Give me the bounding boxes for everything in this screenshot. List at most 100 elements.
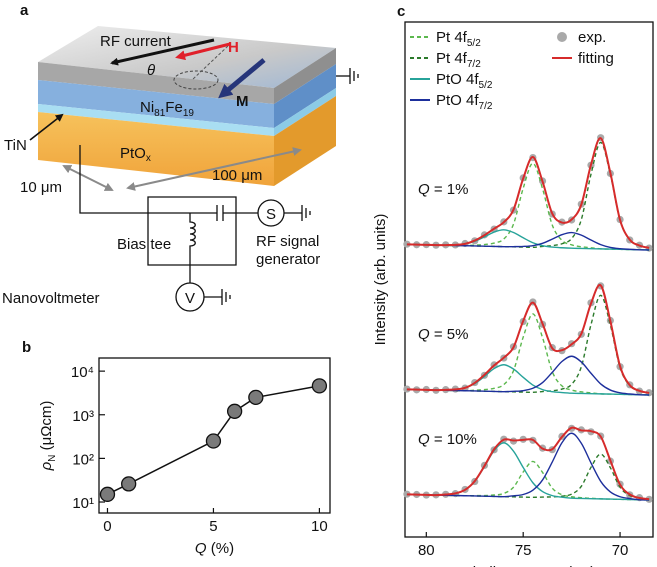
x-tick-label: 10: [311, 518, 328, 535]
subscript: 81: [154, 108, 166, 119]
y-tick-label: 10¹: [72, 495, 94, 512]
legend-label: fitting: [578, 50, 614, 67]
plot-frame: [98, 357, 331, 514]
legend-label: Pt 4f7/2: [436, 50, 481, 70]
field-label: H: [228, 39, 239, 56]
nife-side: [274, 64, 336, 128]
panel-label: a: [20, 2, 29, 19]
capacitor: [216, 205, 224, 221]
legend-label: Pt 4f5/2: [436, 29, 481, 49]
text: Q: [418, 431, 430, 448]
legend-swatch: [557, 32, 567, 42]
panel-label: c: [397, 3, 405, 20]
text: Q: [418, 326, 430, 343]
inductor: [147, 213, 237, 266]
ground: [349, 68, 359, 84]
bias-tee-loop: [147, 196, 237, 213]
text: 5/2: [467, 38, 481, 49]
precession-cone: [173, 70, 219, 90]
data-point: [311, 378, 328, 394]
data-point: [248, 389, 264, 406]
component-line: [406, 442, 650, 501]
text: 5/2: [479, 80, 493, 91]
text: 7/2: [467, 59, 481, 70]
magnetization-arrow: [218, 58, 266, 99]
text: Pt 4f: [436, 50, 468, 67]
exp-point: [403, 490, 411, 498]
magnetization-label: M: [236, 93, 249, 110]
field-arrow: [175, 42, 231, 61]
voltmeter-label: Nanovoltmeter: [2, 290, 100, 307]
legend-label: PtO 4f5/2: [436, 71, 493, 91]
panel-label: b: [22, 339, 31, 356]
x-tick-label: 0: [103, 518, 111, 535]
text: = 10%: [430, 431, 477, 448]
current-arrow: [110, 38, 215, 66]
legend-label: PtO 4f7/2: [436, 92, 493, 112]
length-arrow: [126, 147, 302, 191]
width-arrow: [62, 165, 114, 191]
guide-line: [191, 45, 229, 81]
source-label: RF signal: [256, 233, 319, 250]
text: ρ: [38, 461, 55, 471]
y-axis-label: Intensity (arb. units): [372, 214, 389, 346]
data-point: [121, 476, 137, 492]
data-point: [226, 403, 243, 419]
text: PtO 4f: [436, 92, 479, 109]
nife-layer: [38, 80, 274, 128]
cap-layer: [38, 62, 274, 104]
exp-point: [403, 240, 411, 248]
x-axis-label: Q (%): [195, 540, 234, 557]
y-tick-label: 10⁴: [71, 364, 94, 381]
plot-frame: [404, 21, 654, 538]
text: 7/2: [479, 101, 493, 112]
data-point: [205, 433, 222, 449]
ground: [204, 289, 231, 305]
exp-point: [403, 385, 411, 393]
text: N: [47, 455, 58, 462]
bias-tee-label: Bias tee: [117, 236, 171, 253]
fit-line: [406, 283, 650, 394]
current-label: RF current: [100, 33, 172, 50]
legend-label: exp.: [578, 29, 606, 46]
text: Ni: [140, 99, 154, 116]
device-diagram: a RF current θ H M Ni81Fe19 TiN PtOx 10 …: [2, 2, 359, 312]
data-point: [99, 486, 116, 502]
tin-side: [274, 88, 336, 136]
x-axis-label: Binding energy (eV): [463, 564, 596, 567]
text: PtO: [120, 145, 146, 162]
text: Q: [418, 181, 430, 198]
x-tick-label: 70: [612, 542, 629, 559]
component-line: [406, 453, 650, 500]
spectrum-label: Q = 5%: [418, 326, 468, 343]
text: = 5%: [430, 326, 469, 343]
width-label: 10 μm: [20, 179, 62, 196]
fit-line: [406, 137, 650, 249]
component-line: [406, 141, 650, 249]
text: Fe: [165, 99, 183, 116]
x-tick-label: 80: [418, 542, 435, 559]
x-tick-label: 75: [515, 542, 532, 559]
text: Q: [195, 540, 207, 557]
text: = 1%: [430, 181, 469, 198]
subscript: x: [146, 153, 151, 164]
subscript: 19: [183, 108, 195, 119]
cap-side: [274, 48, 336, 104]
length-label: 100 μm: [212, 167, 262, 184]
y-axis-label: ρN (μΩcm): [38, 401, 58, 472]
text: (%): [207, 540, 235, 557]
text: PtO 4f: [436, 71, 479, 88]
fit-line: [406, 426, 650, 501]
spectrum-label: Q = 1%: [418, 181, 468, 198]
text: fitting: [578, 50, 614, 67]
x-tick-label: 5: [209, 518, 217, 535]
y-tick-label: 10³: [72, 408, 94, 425]
source-letter: S: [266, 206, 276, 223]
text: (μΩcm): [38, 401, 55, 455]
voltmeter-letter: V: [185, 290, 195, 307]
ground: [284, 205, 311, 221]
text: exp.: [578, 29, 606, 46]
tin-pointer: [29, 113, 64, 141]
